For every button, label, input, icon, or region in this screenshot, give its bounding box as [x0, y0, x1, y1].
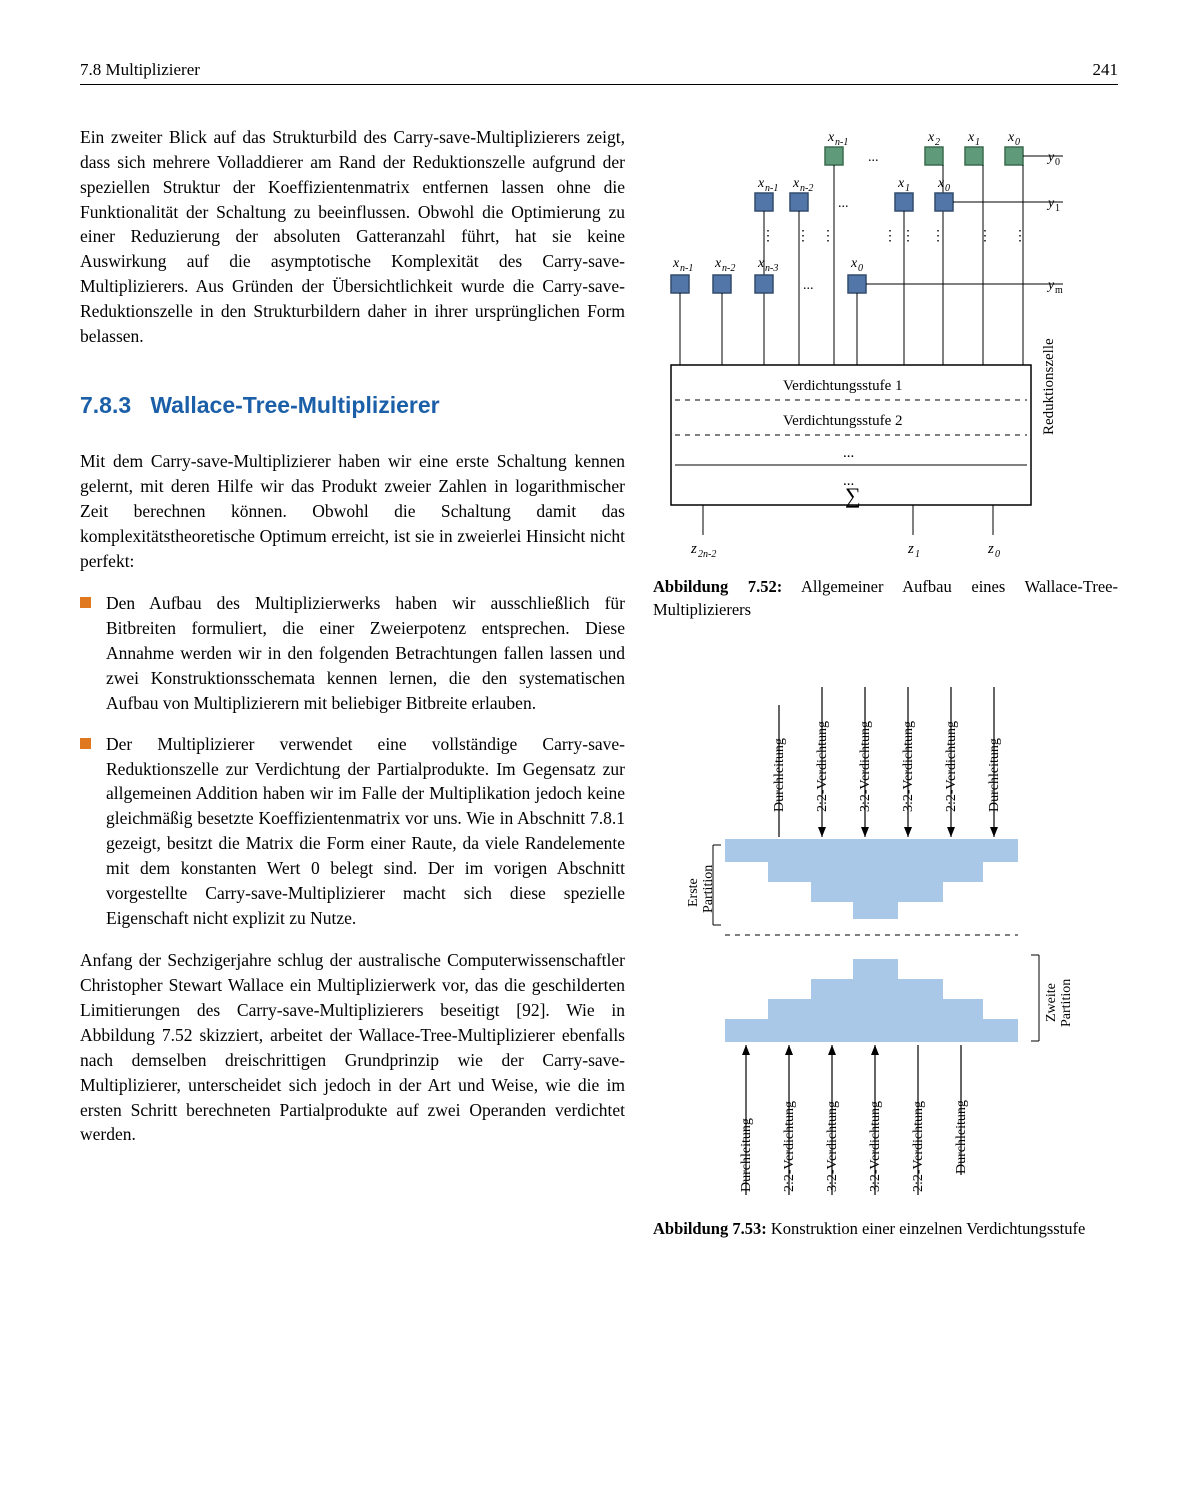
svg-text:n-1: n-1 [680, 263, 693, 274]
svg-text:⋮: ⋮ [901, 229, 915, 244]
svg-text:...: ... [838, 196, 849, 211]
page-number: 241 [1093, 60, 1119, 80]
svg-text:x: x [792, 176, 800, 191]
caption-label: Abbildung 7.52: [653, 577, 782, 596]
svg-text:x: x [757, 256, 765, 271]
caption-text: Konstruktion einer einzelnen Verdichtung… [767, 1219, 1086, 1238]
svg-text:y: y [1046, 278, 1055, 293]
svg-text:⋮: ⋮ [883, 229, 897, 244]
page-header: 7.8 Multiplizierer 241 [80, 60, 1118, 85]
svg-text:3:2-Verdichtung: 3:2-Verdichtung [868, 1101, 883, 1192]
svg-text:⋮: ⋮ [931, 229, 945, 244]
svg-text:2n-2: 2n-2 [698, 549, 716, 560]
figure-7-52: xn-1 x2 x1 x0 ... y0 [653, 125, 1118, 621]
bullet-list: Den Aufbau des Multiplizierwerks haben w… [80, 591, 625, 930]
svg-text:x: x [937, 176, 945, 191]
stage-1-label: Verdichtungsstufe 1 [783, 378, 903, 394]
svg-text:Durchleitung: Durchleitung [954, 1100, 969, 1174]
list-item: Den Aufbau des Multiplizierwerks haben w… [80, 591, 625, 715]
svg-text:x: x [827, 130, 835, 145]
svg-text:z: z [690, 541, 697, 557]
figure-7-53: Durchleitung 2:2-Verdichtung 3:2-Verdich… [653, 657, 1118, 1240]
svg-text:⋮: ⋮ [1013, 229, 1027, 244]
paragraph: Ein zweiter Blick auf das Strukturbild d… [80, 125, 625, 349]
wallace-tree-diagram: xn-1 x2 x1 x0 ... y0 [653, 125, 1073, 565]
svg-text:...: ... [843, 445, 854, 461]
right-column: xn-1 x2 x1 x0 ... y0 [653, 125, 1118, 1276]
svg-text:⋮: ⋮ [978, 229, 992, 244]
svg-text:⋮: ⋮ [821, 229, 835, 244]
svg-text:x: x [850, 256, 858, 271]
svg-text:x: x [672, 256, 680, 271]
svg-text:1: 1 [1055, 203, 1060, 214]
section-heading: 7.8.3 Wallace-Tree-Multiplizierer [80, 389, 625, 422]
svg-text:y: y [1046, 196, 1055, 211]
svg-text:Partition: Partition [701, 865, 716, 913]
svg-text:3:2-Verdichtung: 3:2-Verdichtung [825, 1101, 840, 1192]
svg-text:0: 0 [1055, 157, 1060, 168]
svg-text:Erste: Erste [686, 878, 701, 907]
svg-text:Durchleitung: Durchleitung [739, 1118, 754, 1192]
section-label: 7.8 Multiplizierer [80, 60, 200, 80]
main-content: Ein zweiter Blick auf das Strukturbild d… [80, 125, 1118, 1276]
paragraph: Anfang der Sechzigerjahre schlug der aus… [80, 948, 625, 1147]
figure-caption: Abbildung 7.53: Konstruktion einer einze… [653, 1217, 1118, 1240]
svg-text:m: m [1055, 285, 1063, 296]
svg-text:Partition: Partition [1059, 979, 1073, 1027]
figure-caption: Abbildung 7.52: Allgemeiner Aufbau eines… [653, 575, 1118, 621]
heading-title: Wallace-Tree-Multiplizierer [150, 392, 439, 418]
svg-text:1: 1 [915, 549, 920, 560]
svg-text:z: z [907, 541, 914, 557]
svg-text:y: y [1046, 150, 1055, 165]
svg-text:...: ... [803, 278, 814, 293]
list-item: Der Multiplizierer verwendet eine vollst… [80, 732, 625, 931]
svg-text:0: 0 [995, 549, 1000, 560]
stage-2-label: Verdichtungsstufe 2 [783, 413, 903, 429]
svg-text:2:2-Verdichtung: 2:2-Verdichtung [782, 1101, 797, 1192]
svg-text:0: 0 [858, 263, 863, 274]
svg-text:x: x [1007, 130, 1015, 145]
caption-label: Abbildung 7.53: [653, 1219, 767, 1238]
svg-text:⋮: ⋮ [796, 229, 810, 244]
svg-text:n-2: n-2 [722, 263, 735, 274]
svg-text:n-3: n-3 [765, 263, 778, 274]
left-column: Ein zweiter Blick auf das Strukturbild d… [80, 125, 625, 1276]
svg-text:⋮: ⋮ [761, 229, 775, 244]
reduction-cell-label: Reduktionszelle [1041, 338, 1057, 435]
svg-text:x: x [714, 256, 722, 271]
svg-text:x: x [927, 130, 935, 145]
svg-text:x: x [967, 130, 975, 145]
svg-text:Zweite: Zweite [1044, 983, 1059, 1022]
svg-text:2:2-Verdichtung: 2:2-Verdichtung [911, 1101, 926, 1192]
heading-number: 7.8.3 [80, 392, 131, 418]
svg-text:x: x [897, 176, 905, 191]
svg-text:z: z [987, 541, 994, 557]
svg-text:x: x [757, 176, 765, 191]
svg-text:...: ... [868, 150, 879, 165]
paragraph: Mit dem Carry-save-Multiplizierer haben … [80, 449, 625, 573]
compaction-stage-diagram: Durchleitung 2:2-Verdichtung 3:2-Verdich… [653, 657, 1073, 1207]
svg-text:∑: ∑ [845, 483, 861, 508]
